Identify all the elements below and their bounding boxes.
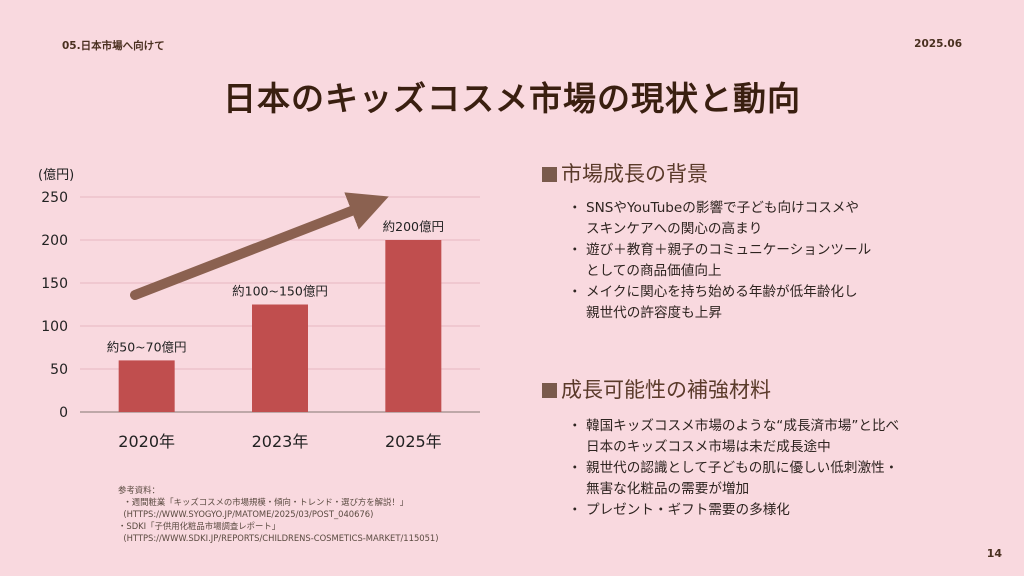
reference-line: (HTTPS://WWW.SYOGYO.JP/MATOME/2025/03/PO… (123, 509, 374, 519)
growth-potential-heading: 成長可能性の補強材料 (542, 374, 771, 404)
data-label: 約200億円 (383, 219, 444, 234)
list-item: 親世代の認識として子どもの肌に優しい低刺激性・ 無害な化粧品の需要が増加 (568, 458, 1008, 500)
x-tick-label: 2023年 (252, 432, 309, 451)
trend-arrow (130, 192, 389, 300)
bar (252, 304, 308, 412)
y-tick-label: 100 (41, 319, 68, 335)
y-axis-unit-label: (億円) (38, 167, 74, 183)
heading-square-icon (542, 383, 557, 398)
growth-potential-heading-text: 成長可能性の補強材料 (561, 378, 771, 402)
y-tick-label: 250 (41, 190, 68, 206)
list-item: メイクに関心を持ち始める年齢が低年齢化し 親世代の許容度も上昇 (568, 282, 1008, 324)
page-number: 14 (986, 547, 1002, 560)
growth-background-heading-text: 市場成長の背景 (561, 162, 708, 186)
slide-date: 2025.06 (914, 38, 962, 50)
references-label: 参考資料： (118, 485, 160, 495)
list-item: 遊び＋教育＋親子のコミュニケーションツール としての商品価値向上 (568, 240, 1008, 282)
growth-background-list: SNSやYouTubeの影響で子ども向けコスメや スキンケアへの関心の高まり 遊… (568, 198, 1008, 324)
bar (118, 360, 175, 412)
x-tick-label: 2020年 (118, 432, 175, 451)
data-label: 約50~70億円 (107, 339, 187, 354)
market-size-chart: (億円) 0 50 100 150 200 250 約50~70億円 2020年 約100~150… (38, 167, 480, 451)
section-label: 05.日本市場へ向けて (62, 40, 165, 52)
slide-title: 日本のキッズコスメ市場の現状と動向 (223, 79, 801, 118)
y-tick-label: 150 (41, 276, 68, 292)
bar (385, 240, 442, 412)
y-tick-label: 0 (59, 405, 68, 421)
list-item: プレゼント・ギフト需要の多様化 (568, 500, 1008, 521)
data-label: 約100~150億円 (232, 284, 328, 299)
heading-square-icon (542, 167, 557, 182)
y-tick-label: 200 (41, 233, 68, 249)
reference-line: (HTTPS://WWW.SDKI.JP/REPORTS/CHILDRENS-C… (123, 533, 439, 543)
growth-background-heading: 市場成長の背景 (542, 158, 708, 188)
reference-line: ・週間粧業「キッズコスメの市場規模・傾向・トレンド・選び方を解説！」 (123, 497, 409, 507)
y-tick-label: 50 (50, 362, 68, 378)
list-item: SNSやYouTubeの影響で子ども向けコスメや スキンケアへの関心の高まり (568, 198, 1008, 240)
reference-line: ・SDKI「子供用化粧品市場調査レポート」 (118, 521, 281, 531)
list-item: 韓国キッズコスメ市場のような“成長済市場”と比べ 日本のキッズコスメ市場は未だ成… (568, 416, 1008, 458)
x-tick-label: 2025年 (385, 432, 442, 451)
growth-potential-list: 韓国キッズコスメ市場のような“成長済市場”と比べ 日本のキッズコスメ市場は未だ成… (568, 416, 1008, 521)
references: 参考資料： ・週間粧業「キッズコスメの市場規模・傾向・トレンド・選び方を解説！」… (118, 484, 439, 544)
